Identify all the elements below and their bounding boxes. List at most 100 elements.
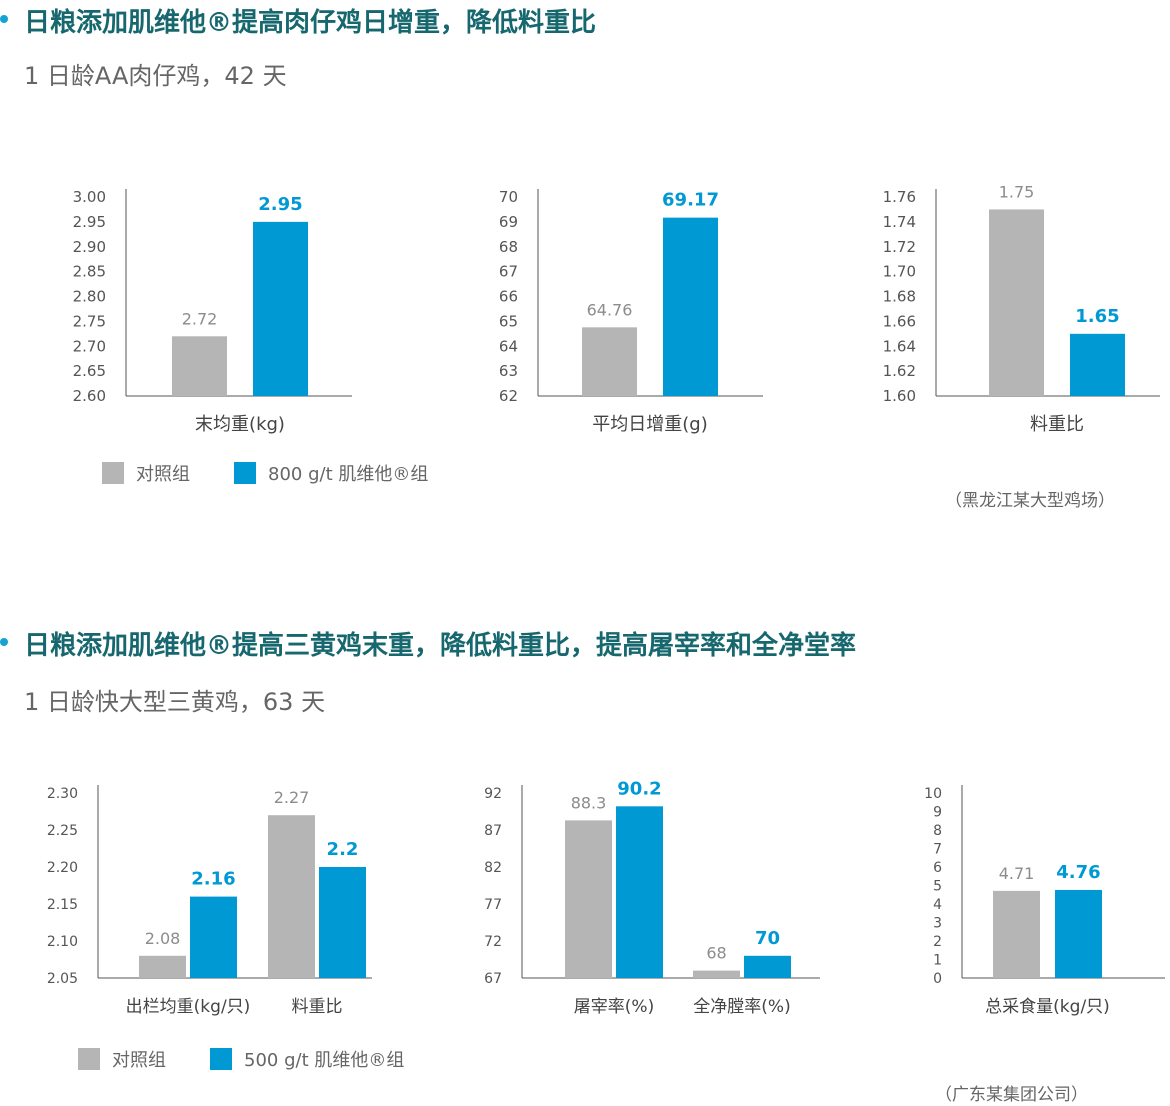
y-tick-label: 1.76 bbox=[883, 188, 916, 206]
legend-label: 对照组 bbox=[136, 464, 190, 485]
y-tick-label: 2.25 bbox=[47, 823, 78, 839]
y-tick-label: 2.20 bbox=[47, 860, 78, 876]
data-label: 70 bbox=[755, 928, 780, 949]
y-tick-label: 67 bbox=[484, 971, 502, 987]
y-tick-label: 6 bbox=[933, 860, 942, 876]
y-tick-label: 1.66 bbox=[883, 312, 916, 330]
bullet-icon bbox=[0, 638, 8, 646]
bar bbox=[319, 867, 366, 978]
x-category-label: 屠宰率(%) bbox=[574, 997, 654, 1017]
bar bbox=[1070, 333, 1125, 396]
bullet-icon bbox=[0, 15, 8, 23]
y-tick-label: 69 bbox=[499, 213, 518, 231]
y-tick-label: 1.72 bbox=[883, 238, 916, 256]
x-category-label: 料重比 bbox=[292, 997, 343, 1017]
y-tick-label: 2.75 bbox=[73, 312, 106, 330]
legend-item-control: 对照组 bbox=[78, 1046, 166, 1072]
chart-feed-ratio: 1.60 1.62 1.64 1.66 1.68 1.70 1.72 1.74 1.76 1.75… bbox=[883, 182, 1160, 435]
y-tick-label: 2.15 bbox=[47, 897, 78, 913]
y-tick-label: 8 bbox=[933, 823, 942, 839]
y-tick-label: 70 bbox=[499, 188, 518, 206]
y-tick-label: 2.65 bbox=[73, 362, 106, 380]
section1-subtitle: 1 日龄AA肉仔鸡，42 天 bbox=[24, 62, 287, 90]
legend-label: 800 g/t 肌维他®组 bbox=[268, 464, 429, 485]
section2-title: 日粮添加肌维他®提高三黄鸡末重，降低料重比，提高屠宰率和全净堂率 bbox=[24, 631, 857, 661]
y-tick-label: 62 bbox=[499, 387, 518, 405]
y-tick-label: 2.90 bbox=[73, 238, 106, 256]
legend-label: 500 g/t 肌维他®组 bbox=[244, 1050, 405, 1071]
section2-legend: 对照组 500 g/t 肌维他®组 bbox=[78, 1046, 448, 1072]
data-label: 2.95 bbox=[258, 194, 302, 215]
y-tick-label: 66 bbox=[499, 288, 518, 306]
legend-swatch-control bbox=[102, 462, 124, 484]
x-category-label: 出栏均重(kg/只) bbox=[126, 997, 251, 1017]
legend-item-control: 对照组 bbox=[102, 460, 190, 486]
x-category-label: 末均重(kg) bbox=[195, 414, 285, 435]
bar bbox=[1055, 889, 1102, 978]
legend-item-treatment: 500 g/t 肌维他®组 bbox=[210, 1046, 404, 1072]
legend-item-treatment: 800 g/t 肌维他®组 bbox=[234, 460, 428, 486]
y-tick-label: 1.70 bbox=[883, 263, 916, 281]
y-tick-label: 2.60 bbox=[73, 387, 106, 405]
data-label: 2.08 bbox=[145, 929, 181, 948]
y-tick-label: 72 bbox=[484, 934, 502, 950]
y-tick-label: 67 bbox=[499, 263, 518, 281]
y-tick-label: 87 bbox=[484, 823, 502, 839]
y-tick-label: 2.80 bbox=[73, 288, 106, 306]
data-label: 90.2 bbox=[617, 778, 661, 799]
y-tick-label: 4 bbox=[933, 897, 942, 913]
y-tick-label: 1.74 bbox=[883, 213, 916, 231]
data-label: 69.17 bbox=[662, 190, 719, 211]
y-tick-label: 0 bbox=[933, 971, 942, 987]
y-tick-label: 2.70 bbox=[73, 337, 106, 355]
y-tick-label: 1.62 bbox=[883, 362, 916, 380]
y-tick-label: 9 bbox=[933, 805, 942, 821]
y-tick-label: 2.05 bbox=[47, 971, 78, 987]
y-tick-label: 63 bbox=[499, 362, 518, 380]
y-tick-label: 10 bbox=[924, 786, 942, 802]
section1-legend: 对照组 800 g/t 肌维他®组 bbox=[102, 460, 472, 486]
y-tick-label: 65 bbox=[499, 312, 518, 330]
y-tick-label: 2.85 bbox=[73, 263, 106, 281]
bar bbox=[744, 955, 791, 978]
y-tick-label: 68 bbox=[499, 238, 518, 256]
section1-title: 日粮添加肌维他®提高肉仔鸡日增重，降低料重比 bbox=[24, 8, 597, 38]
data-label: 2.27 bbox=[274, 788, 310, 807]
y-tick-label: 3 bbox=[933, 916, 942, 932]
data-label: 68 bbox=[706, 944, 726, 963]
x-category-label: 平均日增重(g) bbox=[592, 414, 707, 435]
y-tick-label: 2 bbox=[933, 934, 942, 950]
y-tick-label: 2.10 bbox=[47, 934, 78, 950]
data-label: 1.75 bbox=[999, 182, 1035, 201]
y-tick-label: 92 bbox=[484, 786, 502, 802]
section2-source: （广东某集团公司） bbox=[935, 1085, 1088, 1105]
data-label: 88.3 bbox=[571, 793, 607, 812]
data-label: 1.65 bbox=[1075, 306, 1119, 327]
bar bbox=[693, 970, 740, 978]
bar bbox=[616, 806, 663, 978]
data-label: 2.2 bbox=[327, 839, 359, 860]
y-tick-label: 1.60 bbox=[883, 387, 916, 405]
y-tick-label: 64 bbox=[499, 337, 518, 355]
bar bbox=[139, 955, 186, 978]
legend-swatch-treatment bbox=[210, 1048, 232, 1070]
chart-dressing-rates: 67 72 77 82 87 92 88.3 90.2 屠宰率(%) 68 70 全净膛率(%) bbox=[484, 778, 820, 1017]
data-label: 64.76 bbox=[587, 300, 633, 319]
y-tick-label: 1 bbox=[933, 953, 942, 969]
legend-label: 对照组 bbox=[112, 1050, 166, 1071]
y-tick-label: 3.00 bbox=[73, 188, 106, 206]
bar bbox=[253, 221, 308, 396]
y-tick-label: 77 bbox=[484, 897, 502, 913]
bar bbox=[172, 336, 227, 396]
bar bbox=[268, 815, 315, 978]
data-label: 4.71 bbox=[999, 864, 1035, 883]
legend-swatch-treatment bbox=[234, 462, 256, 484]
section1-source: （黑龙江某大型鸡场） bbox=[945, 491, 1115, 511]
bar bbox=[190, 896, 237, 978]
y-tick-label: 1.68 bbox=[883, 288, 916, 306]
legend-swatch-control bbox=[78, 1048, 100, 1070]
chart-total-feed-intake: 0 1 2 3 4 5 6 7 8 9 10 4.71 4.76 总采食量(kg/只) bbox=[924, 785, 1165, 1017]
chart-slaughter-weight-feed-ratio: 2.05 2.10 2.15 2.20 2.25 2.30 2.08 2.16 出栏均重(kg/… bbox=[47, 785, 372, 1017]
chart-final-weight: 2.60 2.65 2.70 2.75 2.80 2.85 2.90 2.95 3.00 2.72… bbox=[73, 188, 352, 435]
x-category-label: 料重比 bbox=[1030, 414, 1084, 435]
